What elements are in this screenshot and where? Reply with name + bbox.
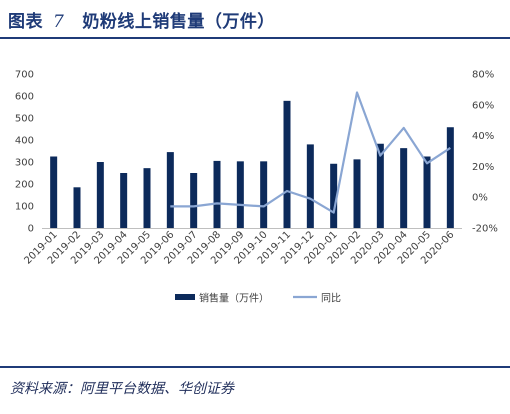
bottom-rule <box>0 366 510 368</box>
bar <box>376 143 384 228</box>
y-left-tick-label: 700 <box>15 70 34 81</box>
y-right-tick-label: 80% <box>472 70 494 81</box>
y-right-tick-label: 40% <box>472 131 494 142</box>
yoy-line <box>170 91 451 214</box>
y-left-tick-label: 200 <box>15 180 34 191</box>
bar <box>166 152 174 228</box>
bar <box>330 163 338 228</box>
figure-number: 7 <box>53 12 65 32</box>
y-right-tick-label: 20% <box>472 162 494 173</box>
bar <box>400 148 408 228</box>
y-right-tick-label: 0% <box>472 193 488 204</box>
y-right-tick-label: 60% <box>472 100 494 111</box>
y-left-tick-label: 600 <box>15 92 34 103</box>
chart-title: 图表 7 奶粉线上销售量（万件） <box>8 7 275 32</box>
bar <box>50 156 58 228</box>
y-right-tick-label: -20% <box>472 224 498 235</box>
bar <box>260 161 268 228</box>
source-note: 资料来源：阿里平台数据、华创证券 <box>10 381 234 397</box>
bar <box>306 144 314 228</box>
y-left-tick-label: 500 <box>15 114 34 125</box>
y-left-tick-label: 300 <box>15 158 34 169</box>
bar <box>96 162 104 228</box>
bar <box>236 161 244 228</box>
figure-label: 图表 <box>8 12 43 32</box>
bar <box>213 160 221 228</box>
bar <box>423 156 431 228</box>
y-left-tick-label: 0 <box>28 224 34 235</box>
bar <box>446 127 454 228</box>
legend-bar-label: 销售量（万件） <box>199 292 269 305</box>
y-left-tick-label: 400 <box>15 136 34 147</box>
y-left-tick-label: 100 <box>15 202 34 213</box>
top-rule <box>0 37 510 39</box>
bar <box>73 187 81 228</box>
bar <box>353 159 361 228</box>
legend-line-label: 同比 <box>321 293 341 305</box>
bar <box>190 173 198 228</box>
bar <box>283 100 291 228</box>
title-text: 奶粉线上销售量（万件） <box>82 12 275 32</box>
legend-bar-swatch <box>175 294 195 300</box>
bar <box>143 168 151 228</box>
bar <box>120 173 128 228</box>
